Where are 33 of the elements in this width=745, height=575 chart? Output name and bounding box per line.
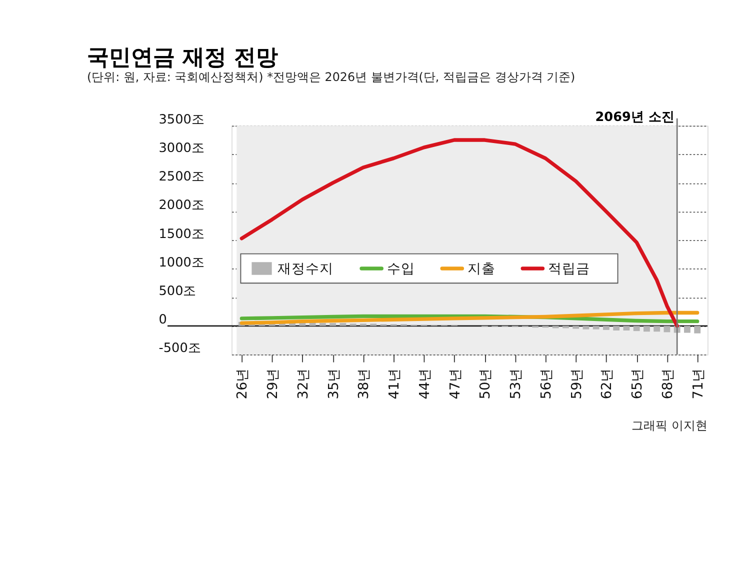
- text: 그래픽 이지현: [632, 418, 708, 433]
- y-tick-label: 3500조: [158, 112, 204, 128]
- legend-label: 수입: [387, 261, 416, 278]
- x-tick-label: 41년: [386, 368, 403, 400]
- y-tick-label: 1500조: [158, 226, 204, 242]
- legend-label: 재정수지: [277, 261, 334, 278]
- y-tick-label: 2000조: [158, 198, 204, 214]
- y-tick-label: 0: [158, 312, 167, 328]
- x-tick-label: 47년: [447, 368, 464, 400]
- legend-label: 지출: [468, 261, 496, 278]
- x-tick-label: 38년: [356, 368, 372, 400]
- x-tick-label: 59년: [568, 368, 585, 400]
- x-tick-label: 62년: [599, 368, 616, 400]
- x-tick-label: 65년: [630, 368, 646, 400]
- chart-title: 국민연금 재정 전망: [86, 45, 278, 70]
- y-tick-label: 3000조: [158, 141, 204, 156]
- x-tick-label: 68년: [660, 368, 676, 400]
- x-tick-label: 26년: [234, 368, 251, 400]
- y-tick-label: 2500조: [158, 170, 204, 185]
- x-tick-label: 29년: [265, 368, 282, 400]
- x-tick-label: 71년: [690, 368, 706, 400]
- y-tick-label: 1000조: [158, 255, 204, 270]
- legend-label: 적립금: [548, 261, 590, 278]
- y-tick-label: -500조: [158, 341, 201, 356]
- x-tick-label: 53년: [508, 368, 524, 400]
- x-tick-label: 44년: [416, 368, 433, 400]
- x-tick-label: 56년: [538, 368, 554, 400]
- x-tick-label: 32년: [295, 368, 312, 400]
- x-tick-label: 35년: [326, 368, 342, 400]
- y-tick-label: 500조: [158, 284, 196, 300]
- x-tick-label: 50년: [478, 368, 494, 400]
- chart-subtitle: (단위: 원, 자료: 국회예산정책처) *전망액은 2026년 불변가격(단, 적립금은 경상가격 기준): [86, 70, 576, 84]
- ref-line-label: 2069년 소진: [595, 110, 674, 126]
